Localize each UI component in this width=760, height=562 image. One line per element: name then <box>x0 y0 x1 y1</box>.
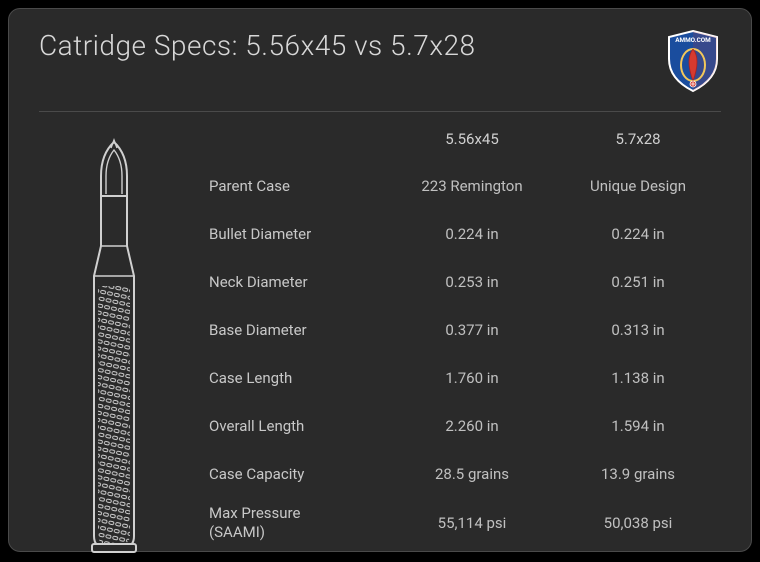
column-headers: 5.56x45 5.7x28 <box>209 130 721 148</box>
page-title: Catridge Specs: 5.56x45 vs 5.7x28 <box>39 29 476 62</box>
table-row: Case Length1.760 in1.138 in <box>209 354 721 402</box>
bullet-icon <box>54 136 174 556</box>
table-row: Overall Length2.260 in1.594 in <box>209 402 721 450</box>
row-label: Base Diameter <box>209 321 389 340</box>
row-label: Max Pressure (SAAMI) <box>209 504 389 542</box>
row-label: Parent Case <box>209 177 389 196</box>
row-label: Case Capacity <box>209 465 389 484</box>
cell-col1: 223 Remington <box>389 177 555 195</box>
cell-col2: 0.224 in <box>555 225 721 243</box>
table-row: Bullet Diameter0.224 in0.224 in <box>209 210 721 258</box>
row-label: Case Length <box>209 369 389 388</box>
logo-text: AMMO.COM <box>675 36 711 44</box>
col-header-2: 5.7x28 <box>555 130 721 148</box>
cell-col2: 13.9 grains <box>555 465 721 483</box>
table-row: Base Diameter0.377 in0.313 in <box>209 306 721 354</box>
table-row: Case Capacity28.5 grains13.9 grains <box>209 450 721 498</box>
cell-col2: 0.251 in <box>555 273 721 291</box>
table-row: Max Pressure (SAAMI)55,114 psi50,038 psi <box>209 498 721 548</box>
col-spacer <box>209 130 389 148</box>
row-label: Neck Diameter <box>209 273 389 292</box>
cell-col1: 0.377 in <box>389 321 555 339</box>
shield-icon: AMMO.COM <box>665 29 721 93</box>
cell-col2: 0.313 in <box>555 321 721 339</box>
card-header: Catridge Specs: 5.56x45 vs 5.7x28 AMMO.C… <box>39 29 721 112</box>
cell-col1: 1.760 in <box>389 369 555 387</box>
table-row: Neck Diameter0.253 in0.251 in <box>209 258 721 306</box>
cell-col1: 0.224 in <box>389 225 555 243</box>
row-label: Bullet Diameter <box>209 225 389 244</box>
cell-col1: 0.253 in <box>389 273 555 291</box>
cell-col1: 2.260 in <box>389 417 555 435</box>
cell-col1: 55,114 psi <box>389 514 555 532</box>
row-label: Overall Length <box>209 417 389 436</box>
col-header-1: 5.56x45 <box>389 130 555 148</box>
cartridge-illustration <box>39 130 189 562</box>
cell-col2: Unique Design <box>555 177 721 195</box>
table-row: Parent Case223 RemingtonUnique Design <box>209 162 721 210</box>
content-area: 5.56x45 5.7x28 Parent Case223 RemingtonU… <box>39 130 721 562</box>
cell-col2: 1.594 in <box>555 417 721 435</box>
spec-card: Catridge Specs: 5.56x45 vs 5.7x28 AMMO.C… <box>8 8 752 552</box>
cell-col1: 28.5 grains <box>389 465 555 483</box>
cell-col2: 1.138 in <box>555 369 721 387</box>
brand-logo: AMMO.COM <box>665 29 721 93</box>
spec-table: 5.56x45 5.7x28 Parent Case223 RemingtonU… <box>209 130 721 562</box>
cell-col2: 50,038 psi <box>555 514 721 532</box>
